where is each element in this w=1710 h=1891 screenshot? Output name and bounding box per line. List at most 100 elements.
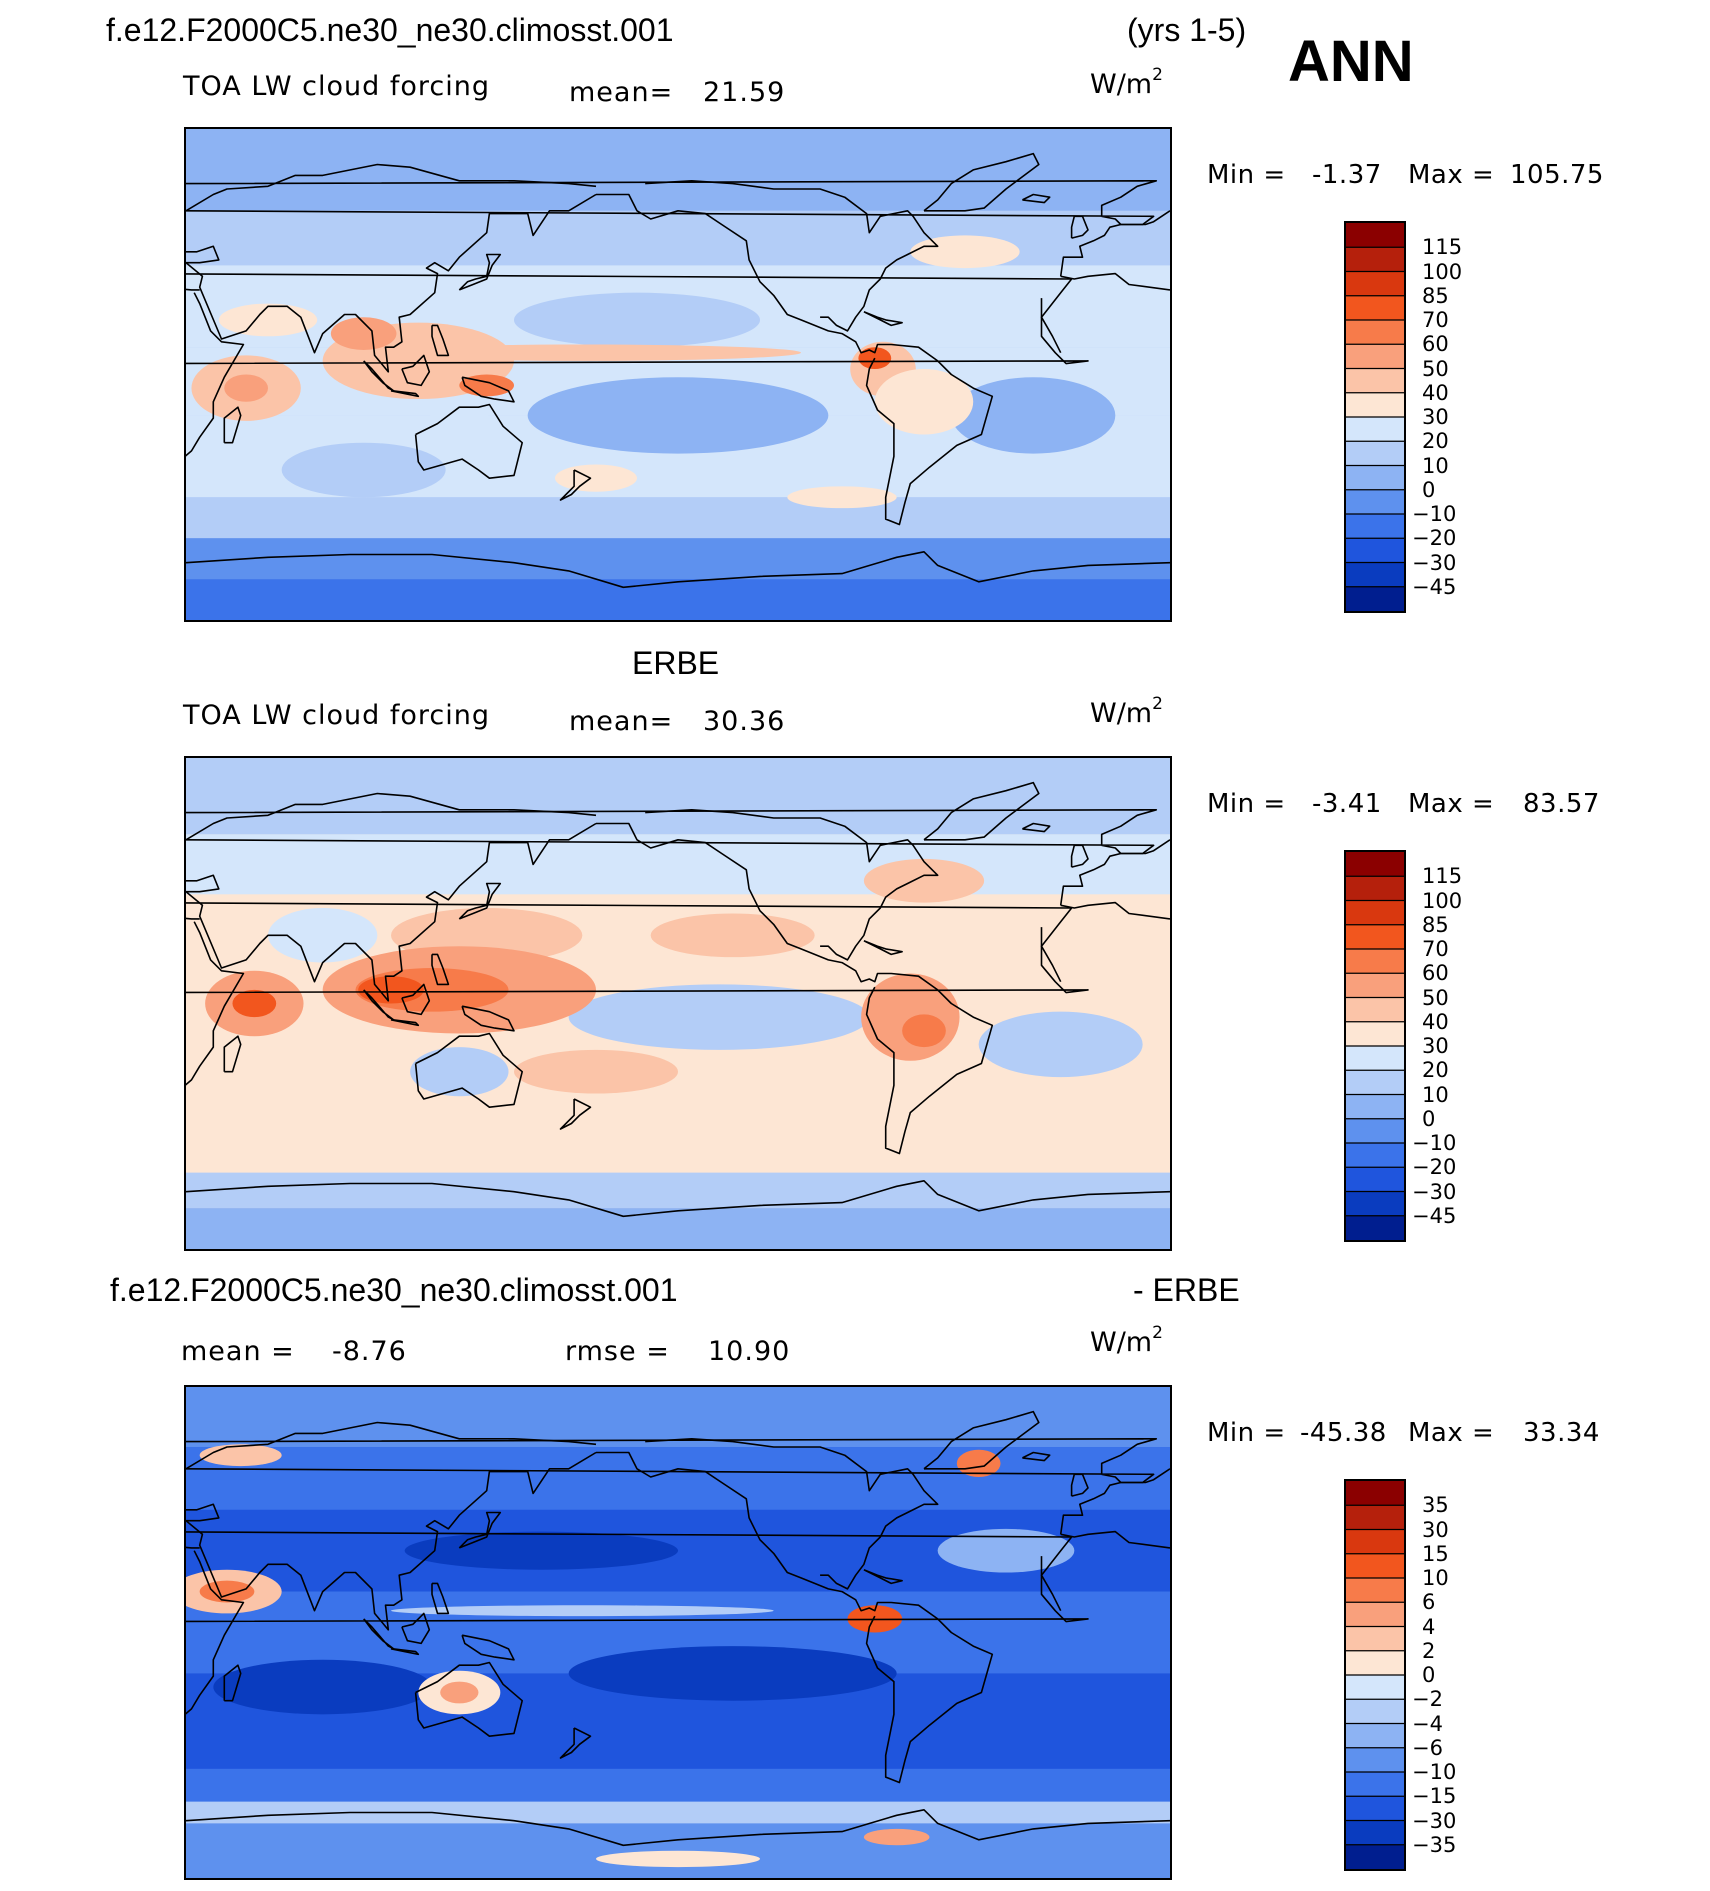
coastline-britain bbox=[1070, 844, 1089, 868]
panel3-rmse-label: rmse = bbox=[565, 1336, 670, 1367]
panel3-colorbar-segment bbox=[1346, 1578, 1404, 1603]
panel1-colorbar-label: 10 bbox=[1422, 453, 1449, 478]
panel1-contour-region bbox=[224, 374, 268, 402]
panel1-colorbar-segment bbox=[1346, 489, 1404, 515]
panel1-colorbar bbox=[1344, 221, 1406, 613]
panel3-max-value: 33.34 bbox=[1523, 1418, 1600, 1448]
panel2-max-label: Max = bbox=[1408, 789, 1495, 819]
panel2-max-value: 83.57 bbox=[1523, 789, 1600, 819]
coastline-madagascar bbox=[223, 406, 242, 444]
panel3-colorbar-segment bbox=[1346, 1650, 1404, 1676]
panel3-colorbar-label: 4 bbox=[1422, 1614, 1436, 1639]
panel3-colorbar-segment bbox=[1346, 1505, 1404, 1530]
panel1-colorbar-label: 115 bbox=[1422, 235, 1463, 260]
panel3-mean-value: -8.76 bbox=[332, 1336, 407, 1367]
coastline-asia bbox=[186, 822, 597, 1002]
panel2-colorbar-label: −10 bbox=[1412, 1131, 1457, 1155]
panel1-map bbox=[184, 127, 1172, 622]
coastline-java bbox=[390, 390, 420, 398]
coastline-greenland bbox=[923, 152, 1040, 212]
panel2-colorbar-segment bbox=[1346, 1070, 1404, 1095]
coastline-greenland bbox=[923, 1410, 1040, 1470]
panel2-min-value: -3.41 bbox=[1312, 789, 1382, 819]
panel1-mean-value: 21.59 bbox=[703, 77, 786, 108]
panel2-contour-band bbox=[186, 1112, 1170, 1173]
panel3-contour-region bbox=[863, 1828, 930, 1846]
coastline-north-america-east bbox=[645, 1437, 939, 1590]
panel1-colorbar-label: 70 bbox=[1422, 308, 1449, 332]
panel1-contour-region bbox=[514, 292, 760, 348]
panel1-colorbar-label: 50 bbox=[1422, 356, 1449, 381]
panel2-colorbar-label: 60 bbox=[1422, 961, 1449, 986]
coastline-caribbean bbox=[863, 940, 903, 956]
panel1-colorbar-label: 100 bbox=[1422, 259, 1463, 284]
panel2-colorbar-label: 50 bbox=[1422, 985, 1449, 1010]
panel1-colorbar-label: −30 bbox=[1412, 550, 1457, 575]
panel2-colorbar-label: 0 bbox=[1422, 1106, 1436, 1131]
coastline-antarctica bbox=[186, 550, 1170, 589]
coastline-north-america-east bbox=[645, 808, 939, 961]
panel1-contour-region bbox=[418, 407, 501, 462]
coastline-caribbean bbox=[863, 311, 903, 327]
panel3-colorbar-label: 35 bbox=[1422, 1493, 1449, 1518]
coastline-west-africa bbox=[1040, 298, 1062, 354]
coastline-borneo bbox=[401, 1612, 431, 1645]
panel3-title-left: f.e12.F2000C5.ne30_ne30.climosst.001 bbox=[110, 1272, 678, 1308]
panel3-colorbar-segment bbox=[1346, 1529, 1404, 1555]
panel2-contour-region bbox=[650, 913, 815, 958]
coastline-australia bbox=[414, 1032, 524, 1109]
panel2-contour-region bbox=[410, 1047, 509, 1097]
coastline-iceland bbox=[1022, 193, 1051, 204]
panel3-colorbar-segment bbox=[1346, 1820, 1404, 1846]
panel2-colorbar-segment bbox=[1346, 1143, 1404, 1168]
panel2-colorbar-label: 70 bbox=[1422, 937, 1449, 961]
coastline-iceland bbox=[1022, 822, 1051, 833]
panel2-contour-region bbox=[861, 973, 960, 1061]
panel3-colorbar-label: −35 bbox=[1412, 1832, 1457, 1857]
coastline-black-sea bbox=[186, 245, 220, 264]
panel3-contour-region bbox=[213, 1659, 432, 1715]
panel2-colorbar-segment bbox=[1346, 1118, 1404, 1144]
panel3-contour-band bbox=[186, 1801, 1170, 1824]
coastline-north-africa-west bbox=[1060, 901, 1170, 920]
panel1-max-label: Max = bbox=[1408, 160, 1495, 190]
panel1-colorbar-segment bbox=[1346, 417, 1404, 442]
panel2-mean-value: 30.36 bbox=[703, 706, 786, 737]
panel1-contour-region bbox=[910, 235, 1020, 269]
panel2-colorbar-segment bbox=[1346, 949, 1404, 974]
coastline-north-america-east bbox=[645, 179, 939, 332]
panel3-colorbar-segment bbox=[1346, 1675, 1404, 1700]
coastline-europe-west bbox=[1059, 1468, 1170, 1535]
panel3-colorbar-segment bbox=[1346, 1699, 1404, 1724]
panel1-units: W/m2 bbox=[1090, 65, 1163, 100]
coastline-britain bbox=[1070, 215, 1089, 239]
panel1-colorbar-label: 0 bbox=[1422, 477, 1436, 502]
panel1-colorbar-segment bbox=[1346, 586, 1404, 611]
panel1-colorbar-segment bbox=[1346, 271, 1404, 297]
panel3-contour-band bbox=[186, 1823, 1170, 1878]
panel1-colorbar-segment bbox=[1346, 320, 1404, 345]
coastline-australia bbox=[414, 403, 524, 480]
panel2-contour-region bbox=[358, 976, 424, 1004]
coastline-north-africa-west bbox=[1060, 1530, 1170, 1549]
panel1-colorbar-segment bbox=[1346, 368, 1404, 394]
panel1-contour-region bbox=[330, 317, 397, 350]
panel3-colorbar-segment bbox=[1346, 1772, 1404, 1797]
panel2-contour-band bbox=[186, 758, 1170, 835]
panel2-contour-region bbox=[268, 908, 378, 963]
coastline-scandinavia bbox=[186, 179, 1158, 226]
coastline-java bbox=[390, 1648, 420, 1656]
years-label: (yrs 1-5) bbox=[1127, 12, 1247, 48]
panel3-colorbar-label: −30 bbox=[1412, 1808, 1457, 1833]
panel3-contour-band bbox=[186, 1447, 1170, 1510]
coastline-siberia bbox=[186, 163, 597, 212]
coastline-japan bbox=[458, 882, 502, 920]
panel3-contour-region bbox=[596, 1850, 760, 1868]
panel1-max-value: 105.75 bbox=[1510, 160, 1604, 190]
panel3-contour-band bbox=[186, 1387, 1170, 1448]
panel1-colorbar-segment bbox=[1346, 247, 1404, 272]
panel3-title-right: - ERBE bbox=[1133, 1272, 1240, 1308]
coastline-antarctica bbox=[186, 1179, 1170, 1218]
panel2-mean-label: mean= bbox=[569, 706, 674, 737]
coastline-europe-west bbox=[1059, 210, 1170, 277]
